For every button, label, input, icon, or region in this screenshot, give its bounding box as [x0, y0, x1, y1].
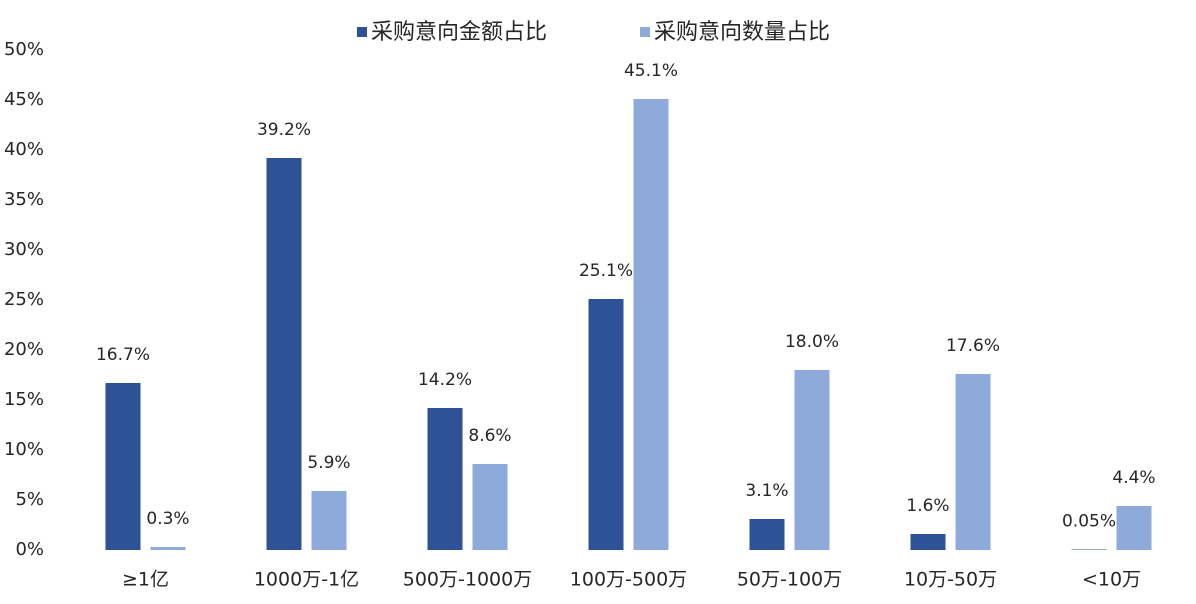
bar: [588, 299, 624, 550]
y-tick-label: 25%: [4, 289, 44, 310]
value-label: 18.0%: [785, 332, 839, 352]
value-label: 25.1%: [579, 261, 633, 281]
value-label: 39.2%: [257, 120, 311, 140]
legend-label: 采购意向数量占比: [654, 20, 830, 45]
value-label: 16.7%: [96, 345, 150, 365]
bar: [1116, 506, 1152, 550]
y-tick-label: 35%: [4, 189, 44, 210]
bar: [633, 99, 669, 550]
legend-swatch: [640, 27, 650, 37]
x-tick-label: ≥1亿: [122, 569, 169, 591]
bar: [427, 408, 463, 550]
x-tick-label: 100万-500万: [570, 569, 687, 591]
y-tick-label: 45%: [4, 89, 44, 110]
bar: [794, 370, 830, 550]
y-tick-label: 40%: [4, 139, 44, 160]
y-tick-label: 20%: [4, 339, 44, 360]
bar: [1071, 549, 1107, 550]
legend-label: 采购意向金额占比: [371, 20, 547, 45]
value-label: 0.3%: [146, 509, 189, 529]
x-tick-label: 10万-50万: [904, 569, 997, 591]
value-label: 3.1%: [745, 481, 788, 501]
bar: [266, 158, 302, 550]
y-tick-label: 30%: [4, 239, 44, 260]
value-label: 45.1%: [624, 61, 678, 81]
bar: [910, 534, 946, 550]
value-label: 8.6%: [468, 426, 511, 446]
bar: [311, 491, 347, 550]
x-tick-label: 1000万-1亿: [254, 569, 359, 591]
bar: [749, 519, 785, 550]
y-tick-label: 5%: [15, 489, 44, 510]
y-tick-label: 10%: [4, 439, 44, 460]
legend-swatch: [357, 27, 367, 37]
bar: [955, 374, 991, 550]
y-tick-label: 50%: [4, 39, 44, 60]
value-label: 1.6%: [906, 496, 949, 516]
x-tick-label: <10万: [1082, 569, 1141, 591]
value-label: 0.05%: [1062, 512, 1116, 532]
y-tick-label: 15%: [4, 389, 44, 410]
x-tick-label: 500万-1000万: [403, 569, 532, 591]
x-tick-label: 50万-100万: [737, 569, 842, 591]
bar: [105, 383, 141, 550]
value-label: 4.4%: [1112, 468, 1155, 488]
y-tick-label: 0%: [15, 539, 44, 560]
value-label: 17.6%: [946, 336, 1000, 356]
bar: [150, 547, 186, 550]
bar: [472, 464, 508, 550]
value-label: 14.2%: [418, 370, 472, 390]
value-label: 5.9%: [307, 453, 350, 473]
